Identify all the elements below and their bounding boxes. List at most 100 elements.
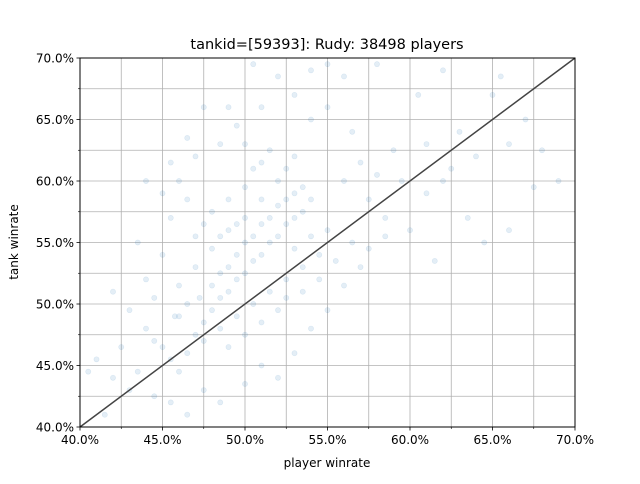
- scatter-point: [192, 153, 199, 160]
- scatter-point: [275, 374, 281, 381]
- scatter-point: [299, 184, 306, 191]
- scatter-point: [242, 270, 248, 277]
- scatter-point: [341, 178, 347, 184]
- scatter-point: [200, 221, 207, 227]
- scatter-point: [176, 178, 182, 184]
- y-tick-label: 65.0%: [36, 113, 74, 127]
- scatter-point: [176, 368, 182, 375]
- scatter-point: [407, 227, 413, 234]
- scatter-point: [167, 399, 174, 406]
- scatter-point: [308, 67, 314, 74]
- scatter-point: [423, 190, 430, 197]
- y-axis-label: tank winrate: [7, 204, 21, 280]
- scatter-point: [489, 92, 496, 98]
- scatter-point: [299, 288, 306, 295]
- scatter-point: [233, 251, 240, 258]
- y-tick-label: 45.0%: [36, 359, 74, 373]
- scatter-point: [497, 73, 504, 80]
- scatter-point: [324, 61, 331, 68]
- scatter-point: [225, 344, 232, 350]
- scatter-point: [332, 258, 339, 264]
- x-tick-label: 40.0%: [61, 433, 99, 447]
- scatter-point: [209, 208, 215, 215]
- scatter-point: [299, 208, 306, 215]
- scatter-point: [225, 288, 232, 295]
- scatter-point: [299, 264, 306, 270]
- scatter-point: [291, 153, 298, 160]
- scatter-point: [324, 227, 331, 234]
- scatter-point: [143, 178, 149, 184]
- x-tick-label: 65.0%: [473, 433, 511, 447]
- scatter-point: [233, 221, 240, 227]
- scatter-point: [143, 325, 149, 332]
- scatter-point: [266, 288, 273, 295]
- scatter-point: [448, 165, 455, 172]
- y-tick-label: 70.0%: [36, 51, 74, 65]
- scatter-point: [225, 264, 232, 270]
- scatter-point: [464, 214, 471, 221]
- x-tick-label: 70.0%: [556, 433, 594, 447]
- scatter-point: [217, 141, 224, 147]
- scatter-point: [357, 264, 364, 270]
- scatter-point: [530, 184, 537, 191]
- reference-diagonal-line: [79, 57, 576, 428]
- scatter-point: [382, 233, 389, 240]
- scatter-point: [93, 356, 100, 363]
- scatter-point: [200, 104, 207, 111]
- scatter-point: [283, 196, 290, 203]
- scatter-point: [192, 331, 199, 338]
- scatter-point: [233, 276, 240, 283]
- scatter-point: [118, 344, 125, 350]
- scatter-point: [200, 387, 207, 393]
- scatter-point: [324, 307, 331, 314]
- scatter-point: [258, 104, 265, 111]
- scatter-point: [291, 350, 298, 357]
- x-tick-label: 45.0%: [143, 433, 181, 447]
- y-tick-label: 60.0%: [36, 174, 74, 188]
- scatter-point: [308, 116, 314, 123]
- x-tick-label: 50.0%: [226, 433, 264, 447]
- scatter-point: [266, 239, 273, 246]
- scatter-point: [283, 294, 290, 301]
- scatter-point: [374, 61, 380, 68]
- x-tick-label: 55.0%: [308, 433, 346, 447]
- scatter-point: [423, 141, 430, 147]
- scatter-point: [324, 104, 331, 111]
- scatter-point: [431, 258, 438, 264]
- scatter-point: [217, 270, 224, 277]
- scatter-point: [316, 276, 323, 283]
- scatter-point: [159, 190, 166, 197]
- scatter-point: [250, 301, 257, 307]
- scatter-point: [506, 141, 512, 147]
- scatter-point: [242, 141, 248, 147]
- scatter-point: [242, 381, 248, 387]
- scatter-point: [365, 196, 372, 203]
- y-axis-ticks: 40.0% 45.0% 50.0% 55.0% 60.0% 65.0% 70.0%: [36, 51, 80, 434]
- scatter-point: [341, 282, 347, 289]
- scatter-point: [291, 245, 298, 252]
- scatter-point: [233, 313, 240, 320]
- scatter-point: [308, 325, 314, 332]
- scatter-point: [134, 239, 141, 246]
- scatter-point: [415, 92, 422, 98]
- scatter-point: [196, 294, 203, 301]
- chart-title: tankid=[59393]: Rudy: 38498 players: [190, 37, 463, 53]
- scatter-point: [258, 196, 265, 203]
- scatter-point: [225, 196, 232, 203]
- scatter-point: [341, 73, 347, 80]
- scatter-point: [167, 214, 174, 221]
- x-axis-ticks: 40.0% 45.0% 50.0% 55.0% 60.0% 65.0% 70.0%: [61, 427, 594, 447]
- scatter-point: [283, 276, 290, 283]
- scatter-point: [184, 196, 191, 203]
- scatter-point: [250, 258, 257, 264]
- scatter-point: [283, 165, 290, 172]
- scatter-point: [308, 233, 314, 240]
- scatter-point: [217, 233, 224, 240]
- scatter-point: [440, 67, 446, 74]
- scatter-point: [440, 178, 446, 184]
- scatter-point: [349, 239, 356, 246]
- scatter-point: [134, 368, 141, 375]
- x-tick-label: 60.0%: [391, 433, 429, 447]
- scatter-point: [275, 233, 281, 240]
